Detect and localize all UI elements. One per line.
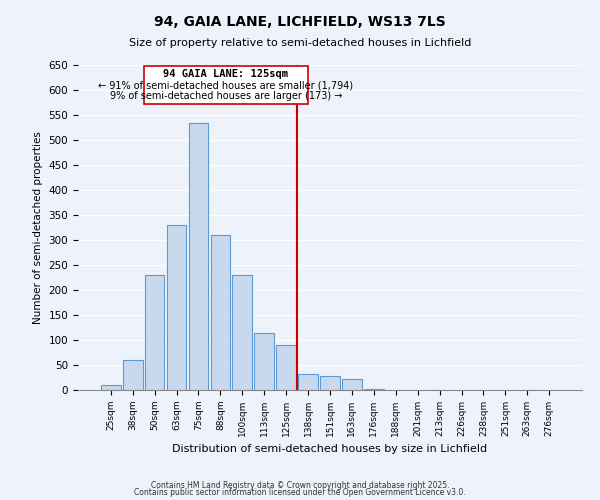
Text: 94, GAIA LANE, LICHFIELD, WS13 7LS: 94, GAIA LANE, LICHFIELD, WS13 7LS — [154, 15, 446, 29]
Bar — [101, 385, 121, 390]
Bar — [211, 235, 230, 390]
Y-axis label: Number of semi-detached properties: Number of semi-detached properties — [33, 131, 43, 324]
Bar — [320, 376, 340, 390]
Text: Contains HM Land Registry data © Crown copyright and database right 2025.: Contains HM Land Registry data © Crown c… — [151, 480, 449, 490]
Text: Contains public sector information licensed under the Open Government Licence v3: Contains public sector information licen… — [134, 488, 466, 497]
Text: 94 GAIA LANE: 125sqm: 94 GAIA LANE: 125sqm — [163, 69, 289, 79]
Text: ← 91% of semi-detached houses are smaller (1,794): ← 91% of semi-detached houses are smalle… — [98, 80, 353, 90]
Bar — [298, 374, 318, 390]
Text: Size of property relative to semi-detached houses in Lichfield: Size of property relative to semi-detach… — [129, 38, 471, 48]
Bar — [364, 388, 384, 390]
Bar — [232, 275, 252, 390]
Bar — [188, 122, 208, 390]
Bar — [143, 66, 308, 104]
Bar — [342, 379, 362, 390]
Bar — [254, 332, 274, 390]
X-axis label: Distribution of semi-detached houses by size in Lichfield: Distribution of semi-detached houses by … — [172, 444, 488, 454]
Bar — [276, 345, 296, 390]
Bar — [145, 275, 164, 390]
Bar — [167, 225, 187, 390]
Text: 9% of semi-detached houses are larger (173) →: 9% of semi-detached houses are larger (1… — [110, 91, 342, 101]
Bar — [123, 360, 143, 390]
